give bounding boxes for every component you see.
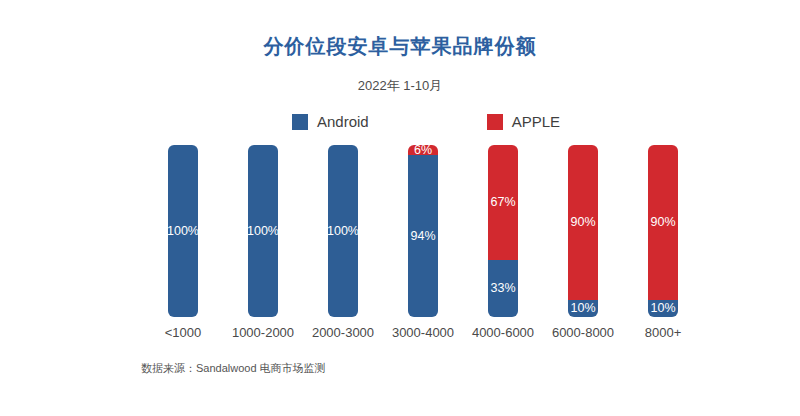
stacked-bar: 67% 33% (488, 145, 518, 317)
bar-value-label: 10% (650, 302, 675, 315)
bar-value-label: 90% (570, 216, 595, 229)
bar-column: 67% 33% 4000-6000 (463, 145, 543, 345)
bar-value-label: 94% (410, 230, 435, 243)
stacked-bar: 90% 10% (568, 145, 598, 317)
legend-label-apple: APPLE (512, 113, 560, 130)
stacked-bar: 100% (248, 145, 278, 317)
stacked-bar: 90% 10% (648, 145, 678, 317)
bar-column: 100% 2000-3000 (303, 145, 383, 345)
bar-value-label: 100% (248, 225, 278, 238)
x-axis-label: 6000-8000 (552, 325, 614, 340)
android-swatch (292, 114, 308, 130)
bar-segment-apple: 67% (488, 145, 518, 260)
x-axis-label: 1000-2000 (232, 325, 294, 340)
bar-column: 100% 1000-2000 (223, 145, 303, 345)
x-axis-label: 4000-6000 (472, 325, 534, 340)
bar-segment-apple: 90% (568, 145, 598, 300)
bar-segment-apple: 90% (648, 145, 678, 300)
bar-segment-android: 10% (568, 300, 598, 317)
bar-column: 90% 10% 8000+ (623, 145, 703, 345)
bar-value-label: 90% (650, 216, 675, 229)
bar-column: 100% <1000 (143, 145, 223, 345)
bar-segment-android: 94% (408, 155, 438, 317)
legend-item-android: Android (292, 113, 369, 130)
bar-chart: 100% <1000 100% 1000-2000 100% 2000-3000 6% 94%… (143, 145, 703, 345)
legend-label-android: Android (317, 113, 369, 130)
x-axis-label: 2000-3000 (312, 325, 374, 340)
bar-column: 6% 94% 3000-4000 (383, 145, 463, 345)
bar-segment-android: 100% (168, 145, 198, 317)
bar-segment-android: 100% (328, 145, 358, 317)
bar-segment-apple: 6% (408, 145, 438, 155)
bar-value-label: 67% (490, 196, 515, 209)
chart-page: 分价位段安卓与苹果品牌份额 2022年 1-10月 Android APPLE … (0, 0, 800, 416)
bar-value-label: 33% (490, 282, 515, 295)
apple-swatch (487, 114, 503, 130)
legend: Android APPLE (292, 113, 560, 130)
bar-value-label: 100% (168, 225, 198, 238)
legend-item-apple: APPLE (487, 113, 560, 130)
bar-segment-android: 33% (488, 260, 518, 317)
bar-segment-android: 10% (648, 300, 678, 317)
bar-column: 90% 10% 6000-8000 (543, 145, 623, 345)
stacked-bar: 6% 94% (408, 145, 438, 317)
bar-value-label: 10% (570, 302, 595, 315)
x-axis-label: <1000 (165, 325, 202, 340)
chart-title: 分价位段安卓与苹果品牌份额 (0, 33, 800, 60)
stacked-bar: 100% (168, 145, 198, 317)
bar-segment-android: 100% (248, 145, 278, 317)
bar-value-label: 100% (328, 225, 358, 238)
data-source-note: 数据来源：Sandalwood 电商市场监测 (141, 361, 326, 376)
x-axis-label: 8000+ (645, 325, 682, 340)
x-axis-label: 3000-4000 (392, 325, 454, 340)
stacked-bar: 100% (328, 145, 358, 317)
chart-subtitle: 2022年 1-10月 (0, 77, 800, 95)
